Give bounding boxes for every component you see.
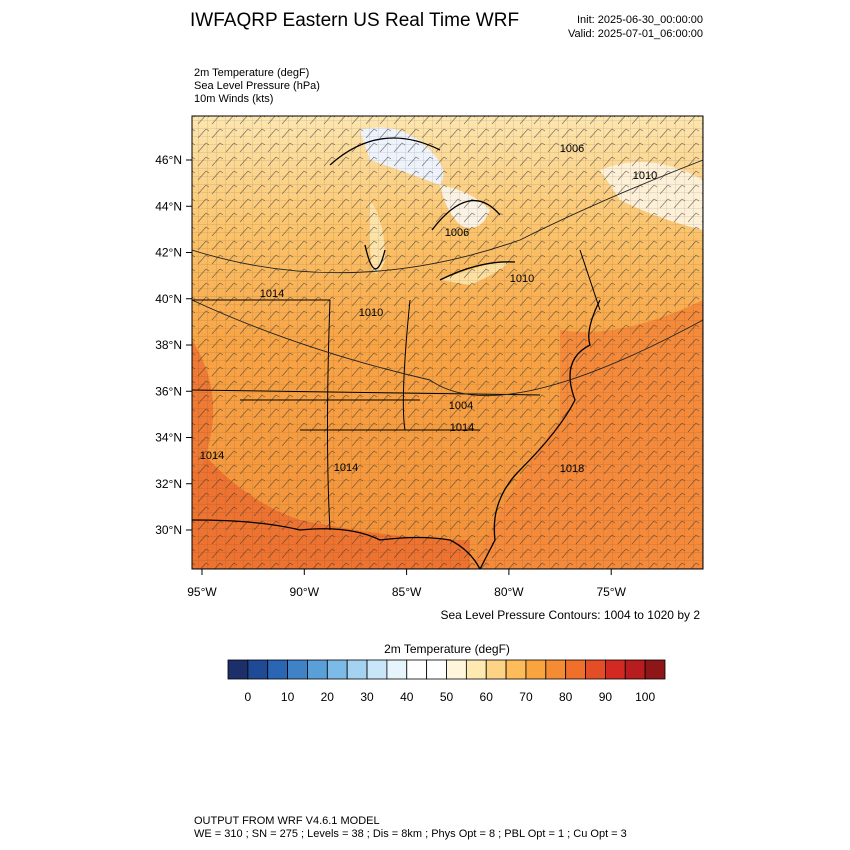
contour-label: 1010 <box>510 273 534 285</box>
colorbar-tick-label: 80 <box>559 690 573 704</box>
lat-label: 34°N <box>155 431 182 445</box>
footer-line: OUTPUT FROM WRF V4.6.1 MODEL <box>194 815 380 827</box>
colorbar-box <box>247 659 269 680</box>
colorbar-box <box>307 659 328 680</box>
valid-time: Valid: 2025-07-01_06:00:00 <box>568 28 703 40</box>
colorbar-box <box>605 659 626 680</box>
colorbar-tick-label: 10 <box>281 690 295 704</box>
colorbar-box <box>485 659 507 680</box>
coastline <box>192 137 601 569</box>
lon-labels: 95°W 90°W 85°W 80°W 75°W <box>187 569 627 599</box>
lon-label: 85°W <box>392 585 422 599</box>
map: 1006 1010 1006 1010 1014 1010 1004 1014 … <box>192 116 703 569</box>
pressure-contour <box>192 159 703 397</box>
lat-label: 32°N <box>155 477 182 491</box>
wind-barbs <box>192 116 703 569</box>
contour-label: 1014 <box>334 462 358 474</box>
lon-label: 75°W <box>596 585 626 599</box>
contour-label: 1014 <box>200 450 224 462</box>
colorbar-box <box>585 659 606 680</box>
map-frame <box>191 115 704 570</box>
colorbar-box <box>465 659 487 680</box>
init-time: Init: 2025-06-30_00:00:00 <box>577 14 703 26</box>
state-borders <box>192 249 601 531</box>
field-label: 2m Temperature (degF) <box>194 67 309 79</box>
lon-label: 95°W <box>187 585 217 599</box>
contour-label: 1004 <box>449 400 473 412</box>
colorbar-tick-label: 70 <box>519 690 533 704</box>
colorbar-tick-label: 100 <box>635 690 655 704</box>
lon-label: 80°W <box>494 585 524 599</box>
contour-note: Sea Level Pressure Contours: 1004 to 102… <box>441 608 701 622</box>
colorbar-box <box>525 659 547 680</box>
colorbar: 0 10 20 30 40 50 60 70 80 90 100 <box>227 659 666 704</box>
lon-label: 90°W <box>290 585 320 599</box>
colorbar-box <box>386 659 408 680</box>
colorbar-box <box>426 659 447 680</box>
lat-label: 40°N <box>155 292 182 306</box>
colorbar-tick-label: 40 <box>400 690 414 704</box>
contour-label: 1006 <box>445 227 469 239</box>
colorbar-tick-label: 90 <box>599 690 613 704</box>
lat-label: 42°N <box>155 246 182 260</box>
colorbar-box <box>545 659 567 680</box>
colorbar-tick-label: 50 <box>440 690 454 704</box>
field-label: 10m Winds (kts) <box>194 93 273 105</box>
colorbar-box <box>366 659 388 680</box>
lat-label: 30°N <box>155 523 182 537</box>
colorbar-box <box>505 659 527 680</box>
colorbar-tick-label: 60 <box>480 690 494 704</box>
contour-label: 1010 <box>359 307 383 319</box>
colorbar-box <box>446 659 467 680</box>
colorbar-box <box>406 659 428 680</box>
contour-label: 1014 <box>260 288 284 300</box>
colorbar-box <box>267 659 288 680</box>
colorbar-tick-label: 30 <box>360 690 374 704</box>
lat-label: 38°N <box>155 338 182 352</box>
colorbar-box <box>326 659 348 680</box>
colorbar-box <box>644 659 666 680</box>
contour-label: 1010 <box>633 170 657 182</box>
lat-label: 46°N <box>155 153 182 167</box>
field-label: Sea Level Pressure (hPa) <box>194 80 320 92</box>
colorbar-box <box>227 659 249 680</box>
footer-line: WE = 310 ; SN = 275 ; Levels = 38 ; Dis … <box>194 828 627 840</box>
contour-label: 1014 <box>450 422 474 434</box>
colorbar-box <box>287 659 308 680</box>
colorbar-tick-label: 0 <box>245 690 252 704</box>
lat-label: 44°N <box>155 199 182 213</box>
colorbar-box <box>565 659 586 680</box>
lat-labels: 46°N 44°N 42°N 40°N 38°N 36°N 34°N 32°N 30°N <box>155 153 192 537</box>
lat-label: 36°N <box>155 384 182 398</box>
colorbar-title: 2m Temperature (degF) <box>384 642 510 656</box>
colorbar-tick-label: 20 <box>321 690 335 704</box>
title: IWFAQRP Eastern US Real Time WRF <box>190 10 519 31</box>
contour-label: 1018 <box>560 463 584 475</box>
contour-label: 1006 <box>560 143 584 155</box>
colorbar-box <box>346 659 368 680</box>
colorbar-box <box>624 659 646 680</box>
